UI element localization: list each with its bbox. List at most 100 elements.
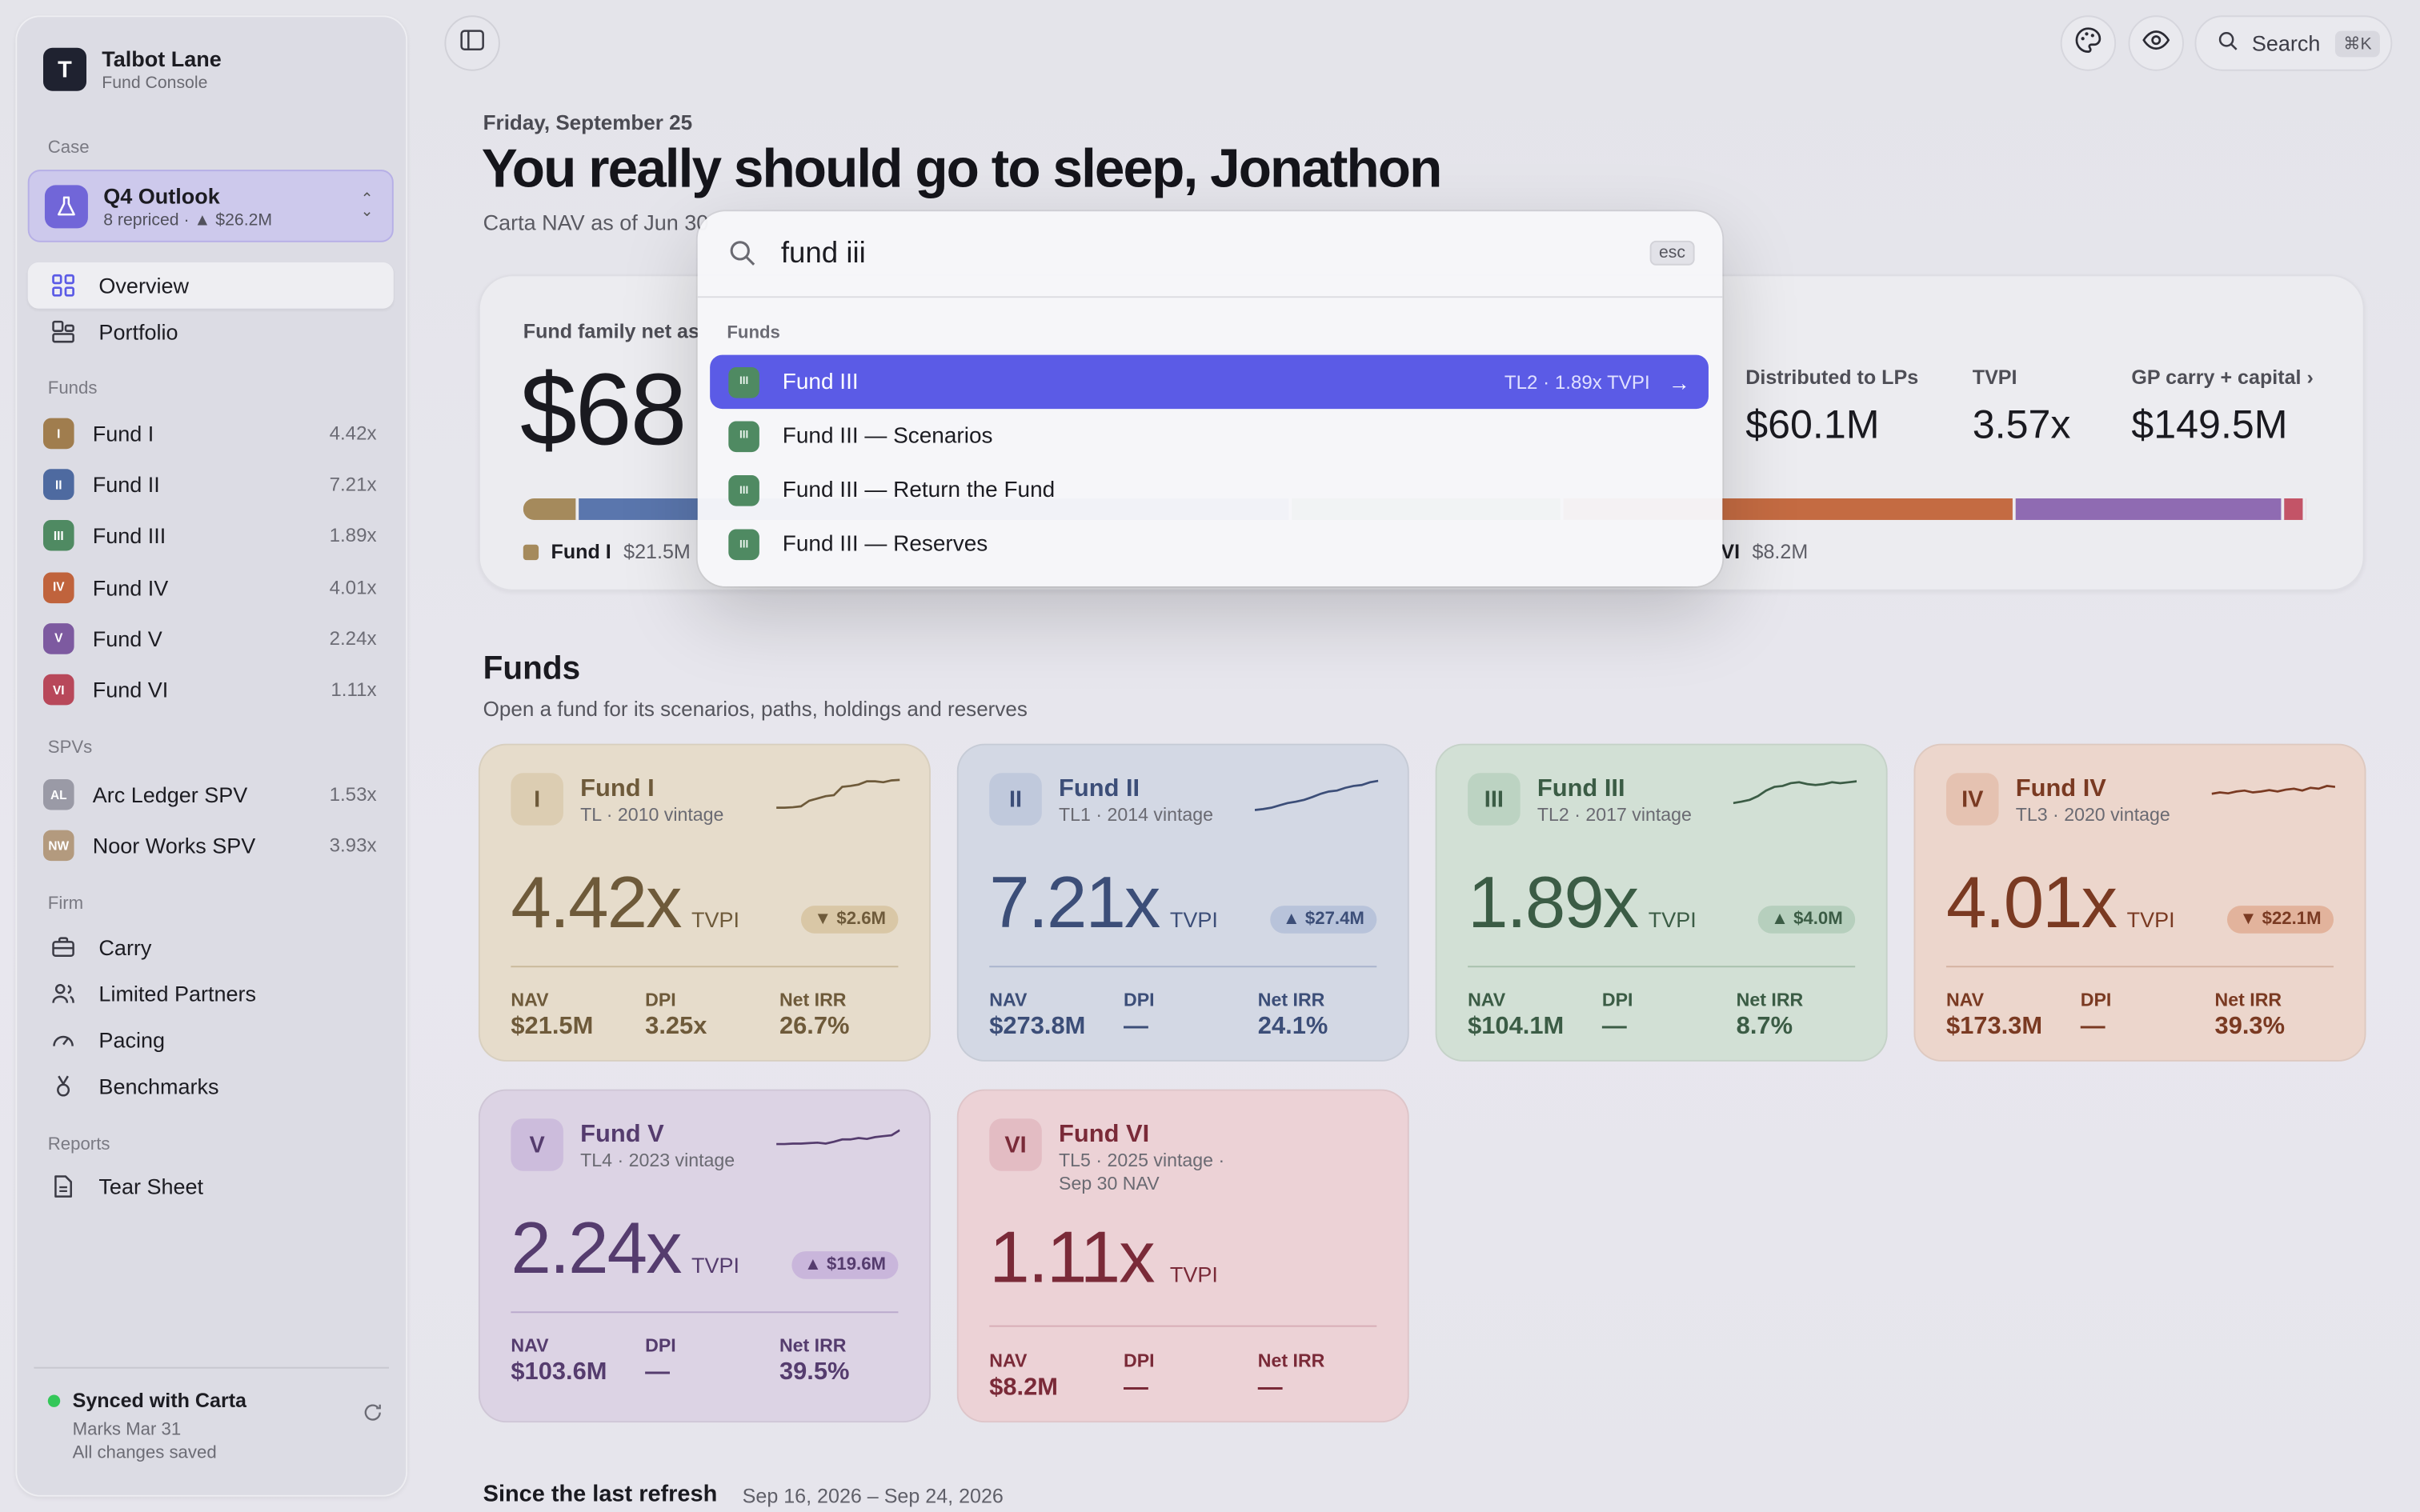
- search-label: Search: [2251, 30, 2321, 56]
- tvpi-label: TVPI: [1648, 907, 1697, 932]
- sidebar-item-value: 4.01x: [329, 576, 377, 598]
- status-dot: [47, 1394, 61, 1406]
- fund-name: Fund V: [580, 1122, 664, 1148]
- metric-value: $21.5M: [511, 1014, 594, 1040]
- sparkline: [776, 1129, 900, 1146]
- nav-item-limited-partners[interactable]: Limited Partners: [28, 970, 394, 1017]
- sidebar-item-value: 3.93x: [329, 834, 377, 857]
- sidebar-item-arc-ledger-spv[interactable]: AL Arc Ledger SPV 1.53x: [28, 771, 394, 818]
- fund-name: Fund III: [1537, 776, 1625, 802]
- fund-name: Fund II: [1059, 776, 1140, 802]
- sidebar-item-fund-vi[interactable]: VI Fund VI 1.11x: [28, 666, 394, 713]
- metric-value: —: [1124, 1374, 1148, 1402]
- stat-gp-carry[interactable]: GP carry + capital › $149.5M: [2131, 366, 2313, 449]
- metric-dpi: DPI —: [1124, 989, 1155, 1042]
- fund-badge: III: [728, 421, 759, 452]
- nav-item-portfolio[interactable]: Portfolio: [28, 309, 394, 355]
- nav-label: Overview: [98, 273, 189, 298]
- fund-vintage: TL4 · 2023 vintage: [580, 1149, 735, 1171]
- delta-badge: ▼ $2.6M: [801, 906, 899, 934]
- esc-key-hint[interactable]: esc: [1649, 240, 1695, 266]
- nav-label: Tear Sheet: [98, 1174, 204, 1199]
- nav-item-pacing[interactable]: Pacing: [28, 1017, 394, 1063]
- metric-label: Net IRR: [779, 1334, 847, 1357]
- metric-nav: NAV $273.8M: [989, 989, 1085, 1042]
- case-subtitle: 8 repriced · ▲ $26.2M: [103, 210, 273, 230]
- sidebar-toggle-button[interactable]: [444, 15, 500, 71]
- fund-card[interactable]: III Fund III TL2 · 2017 vintage 1.89x TVPI ▲ …: [1435, 743, 1888, 1062]
- metric-irr: Net IRR 39.5%: [779, 1334, 850, 1387]
- palette-result-item[interactable]: III Fund III — Scenarios: [710, 410, 1709, 464]
- metric-label: NAV: [989, 1350, 1028, 1372]
- spvs-section-label: SPVs: [47, 738, 93, 758]
- tvpi-value: 4.01x: [1945, 861, 2118, 943]
- theme-button[interactable]: [2060, 15, 2117, 71]
- sidebar-item-fund-v[interactable]: V Fund V 2.24x: [28, 615, 394, 662]
- sidebar-item-value: 4.42x: [329, 422, 377, 445]
- fund-badge: VI: [43, 674, 74, 706]
- delta-badge: ▲ $4.0M: [1758, 906, 1856, 934]
- fund-card[interactable]: IV Fund IV TL3 · 2020 vintage 4.01x TVPI ▼ $2…: [1913, 743, 2366, 1062]
- sidebar-item-fund-ii[interactable]: II Fund II 7.21x: [28, 462, 394, 508]
- sidebar-item-fund-iv[interactable]: IV Fund IV 4.01x: [28, 564, 394, 610]
- stat-tvpi: TVPI 3.57x: [1973, 366, 2071, 449]
- sparkline: [2211, 785, 2335, 795]
- metric-value: 24.1%: [1257, 1014, 1328, 1040]
- nav-label: Carry: [98, 934, 152, 960]
- palette-result-item[interactable]: III Fund III — Reserves: [710, 518, 1709, 573]
- fund-badge: V: [511, 1118, 563, 1171]
- fund-card[interactable]: II Fund II TL1 · 2014 vintage 7.21x TVPI ▲ $2…: [956, 743, 1409, 1062]
- metric-nav: NAV $104.1M: [1468, 989, 1564, 1042]
- metric-label: DPI: [1124, 1350, 1155, 1372]
- nav-item-tear-sheet[interactable]: Tear Sheet: [28, 1163, 394, 1210]
- metric-nav: NAV $103.6M: [511, 1334, 607, 1387]
- legend-item: VI $8.2M: [1721, 540, 1808, 563]
- sidebar-item-value: 7.21x: [329, 474, 377, 496]
- nav-item-benchmarks[interactable]: Benchmarks: [28, 1063, 394, 1110]
- metric-value: $8.2M: [989, 1374, 1058, 1402]
- divider: [511, 1311, 899, 1314]
- fund-badge: IV: [1945, 773, 1999, 826]
- eye-icon: [2142, 29, 2170, 58]
- since-refresh-range: Sep 16, 2026 – Sep 24, 2026: [742, 1484, 1004, 1508]
- funds-section-label: Funds: [47, 379, 98, 398]
- tvpi-value: 4.42x: [511, 861, 682, 943]
- metric-value: 26.7%: [779, 1014, 850, 1040]
- visibility-button[interactable]: [2128, 15, 2184, 71]
- brand-logo: T: [43, 47, 87, 91]
- fund-badge: I: [511, 773, 563, 826]
- palette-result-item[interactable]: III Fund III — Return the Fund: [710, 464, 1709, 518]
- metric-irr: Net IRR 39.3%: [2215, 989, 2286, 1042]
- palette-result-label: Fund III — Return the Fund: [782, 478, 1056, 503]
- chevron-updown-icon: ⌃ ⌄: [360, 191, 374, 221]
- metric-label: Net IRR: [1257, 989, 1325, 1011]
- metric-irr: Net IRR 24.1%: [1258, 989, 1328, 1042]
- metric-label: NAV: [989, 989, 1028, 1011]
- tvpi-label: TVPI: [691, 1253, 740, 1278]
- sidebar-toggle-icon: [460, 29, 485, 58]
- sidebar-item-fund-i[interactable]: I Fund I 4.42x: [28, 410, 394, 457]
- bar-segment: [2285, 498, 2307, 520]
- nav-item-carry[interactable]: Carry: [28, 924, 394, 970]
- divider: [1945, 966, 2334, 968]
- search-shortcut: ⌘K: [2335, 30, 2380, 57]
- fund-card[interactable]: VI Fund VI TL5 · 2025 vintage · Sep 30 NAV…: [956, 1089, 1409, 1423]
- fund-card[interactable]: I Fund I TL · 2010 vintage 4.42x TVPI ▼ $2.6M…: [478, 743, 931, 1062]
- metric-irr: Net IRR 26.7%: [779, 989, 850, 1042]
- reports-section-label: Reports: [47, 1135, 110, 1154]
- sidebar: T Talbot Lane Fund Console Case Q4 Outlo…: [15, 15, 408, 1497]
- metric-dpi: DPI 3.25x: [645, 989, 707, 1042]
- sidebar-item-value: 1.11x: [331, 678, 377, 701]
- search-button[interactable]: Search ⌘K: [2194, 15, 2393, 71]
- metric-dpi: DPI —: [1602, 989, 1633, 1042]
- stat-label: Distributed to LPs: [1745, 366, 1919, 390]
- refresh-icon[interactable]: [363, 1402, 383, 1430]
- fund-vintage: TL3 · 2020 vintage: [2015, 803, 2170, 826]
- fund-card[interactable]: V Fund V TL4 · 2023 vintage 2.24x TVPI ▲ $19.…: [478, 1089, 931, 1423]
- palette-search-input[interactable]: [780, 233, 1584, 277]
- sidebar-item-noor-works-spv[interactable]: NW Noor Works SPV 3.93x: [28, 822, 394, 869]
- sidebar-item-fund-iii[interactable]: III Fund III 1.89x: [28, 513, 394, 559]
- case-switcher[interactable]: Q4 Outlook 8 repriced · ▲ $26.2M ⌃ ⌄: [27, 170, 394, 242]
- palette-result-item[interactable]: III Fund III TL2 · 1.89x TVPI →: [710, 354, 1709, 410]
- nav-item-overview[interactable]: Overview: [27, 262, 394, 309]
